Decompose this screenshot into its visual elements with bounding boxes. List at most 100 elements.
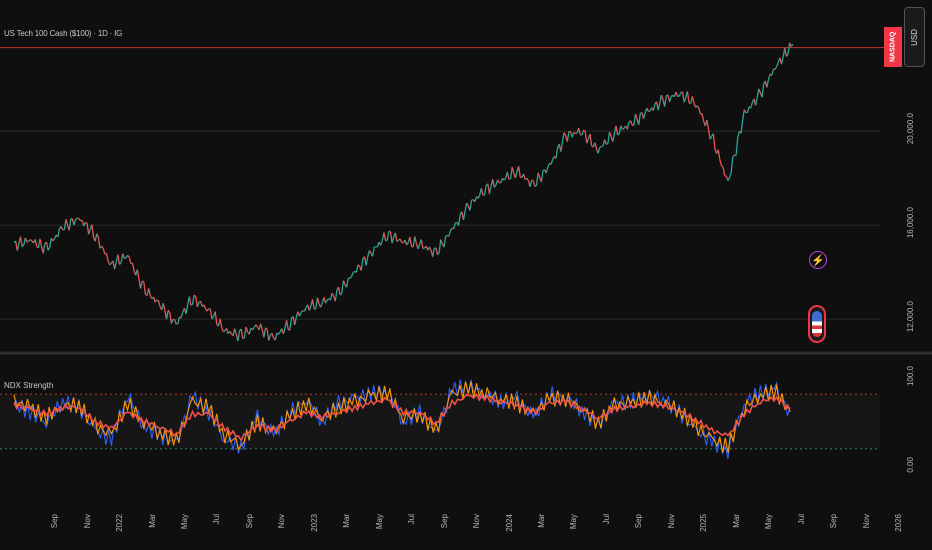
price-segment-315	[522, 173, 526, 180]
price-segment-298	[495, 179, 499, 186]
price-segment-425	[701, 113, 705, 122]
price-segment-164	[277, 331, 281, 335]
price-segment-285	[474, 196, 478, 203]
price-segment-193	[324, 299, 328, 304]
price-segment-118	[203, 304, 207, 309]
price-segment-114	[196, 302, 200, 308]
price-segment-237	[396, 239, 399, 243]
price-segment-422	[696, 105, 700, 109]
price-segment-245	[409, 236, 413, 247]
price-segment-423	[698, 107, 702, 115]
price-segment-206	[346, 277, 349, 288]
price-segment-45	[85, 221, 88, 224]
price-segment-148	[251, 327, 255, 331]
price-segment-261	[435, 247, 439, 255]
price-segment-100	[174, 319, 177, 325]
price-segment-430	[709, 135, 713, 140]
indicator-panel	[0, 379, 880, 459]
price-segment-144	[245, 326, 249, 333]
x-tick-label: 2025	[699, 514, 709, 532]
y-tick-label: 20,000.0	[906, 113, 915, 145]
price-segment-21	[45, 241, 49, 251]
price-segment-324	[537, 172, 541, 178]
x-tick-label: Sep	[634, 514, 644, 529]
price-segment-447	[737, 131, 740, 139]
chart-title: US Tech 100 Cash ($100) · 1D · IG	[4, 29, 123, 38]
price-segment-95	[165, 310, 169, 320]
price-segment-66	[118, 262, 122, 265]
price-segment-262	[437, 252, 440, 256]
price-segment-97	[169, 312, 173, 324]
price-segment-8	[24, 237, 28, 243]
x-tick-label: Jul	[601, 514, 611, 525]
price-segment-68	[122, 253, 125, 259]
price-segment-439	[724, 175, 727, 177]
price-segment-197	[331, 292, 335, 297]
price-segment-338	[560, 141, 564, 152]
price-segment-420	[693, 102, 697, 108]
x-tick-label: May	[180, 514, 190, 530]
price-segment-38	[73, 218, 77, 226]
price-segment-267	[445, 234, 448, 237]
currency-button[interactable]: USD	[904, 7, 925, 67]
price-segment-30	[60, 226, 64, 231]
price-segment-466	[767, 73, 771, 80]
price-segment-158	[268, 335, 271, 341]
price-segment-14	[34, 239, 38, 247]
price-segment-7	[23, 237, 26, 246]
price-segment-458	[754, 97, 758, 106]
price-segment-297	[493, 184, 497, 188]
price-segment-77	[136, 269, 140, 280]
price-segment-55	[101, 245, 104, 249]
price-segment-58	[105, 253, 109, 262]
price-segment-98	[170, 319, 174, 324]
price-segment-171	[289, 318, 293, 331]
price-segment-5	[19, 236, 23, 247]
price-segment-3	[16, 243, 20, 251]
price-segment-376	[622, 127, 625, 130]
price-segment-196	[329, 293, 333, 301]
lightning-icon[interactable]: ⚡	[809, 251, 827, 269]
price-segment-56	[102, 248, 106, 255]
price-segment-231	[386, 231, 390, 241]
x-tick-label: Nov	[666, 514, 676, 529]
price-segment-65	[117, 254, 121, 265]
price-segment-19	[42, 243, 46, 254]
price-segment-188	[316, 297, 320, 305]
us-flag-icon[interactable]	[808, 305, 826, 343]
price-segment-25	[52, 238, 56, 242]
price-segment-264	[440, 239, 443, 245]
price-segment-383	[633, 114, 637, 126]
price-segment-52	[96, 233, 99, 238]
price-segment-139	[237, 330, 241, 342]
price-segment-234	[391, 237, 395, 244]
price-segment-215	[360, 258, 364, 271]
price-segment-322	[534, 184, 537, 187]
price-segment-389	[642, 112, 646, 119]
price-segment-308	[511, 166, 515, 174]
x-tick-label: 2026	[894, 514, 903, 532]
y-tick-label: 16,000.0	[906, 207, 915, 239]
price-segment-363	[601, 145, 604, 148]
x-tick-label: 2024	[504, 514, 514, 532]
price-segment-187	[315, 297, 319, 309]
price-segment-414	[683, 97, 687, 103]
price-segment-339	[561, 132, 565, 142]
price-segment-9	[26, 240, 30, 243]
price-segment-122	[209, 308, 213, 320]
indicator-y-tick-label: 100.0	[906, 365, 915, 386]
price-segment-203	[341, 280, 345, 294]
x-tick-label: May	[569, 514, 579, 530]
price-segment-392	[648, 110, 651, 113]
price-segment-384	[634, 114, 638, 120]
price-segment-438	[722, 167, 726, 176]
price-segment-335	[555, 147, 559, 159]
price-segment-112	[193, 294, 197, 297]
price-segment-23	[49, 238, 52, 248]
price-segment-310	[514, 171, 518, 179]
x-tick-label: 2023	[309, 514, 319, 532]
x-tick-label: Jul	[796, 514, 806, 525]
price-segment-74	[131, 263, 135, 271]
x-tick-label: Nov	[277, 514, 287, 529]
